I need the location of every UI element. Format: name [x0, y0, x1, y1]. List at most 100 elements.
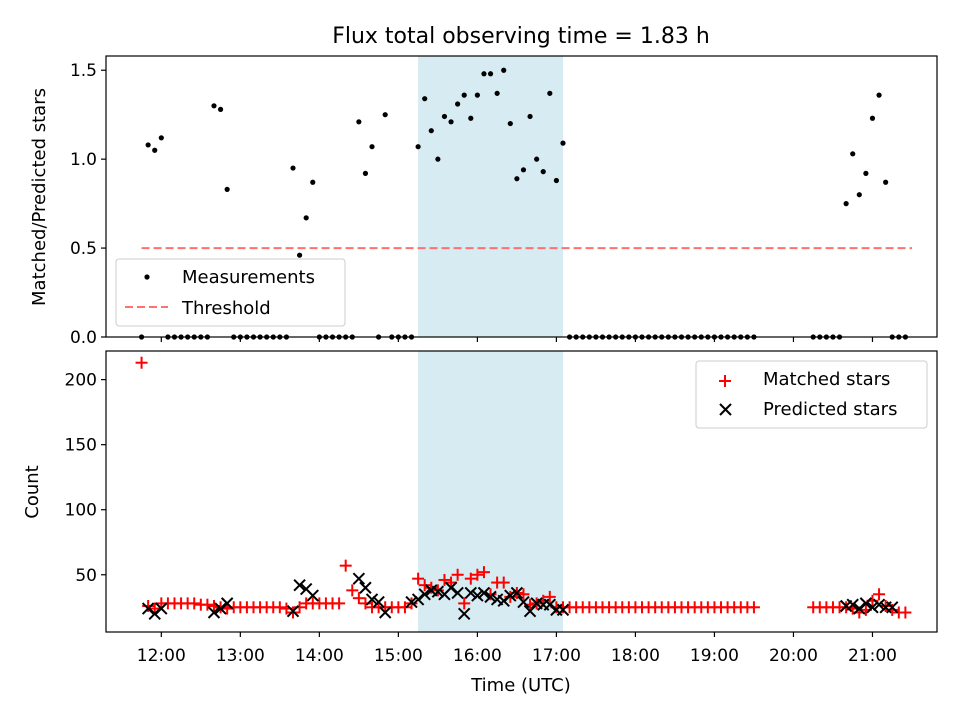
measurement-point [474, 92, 480, 98]
matched-star-point [273, 601, 286, 614]
predicted-star-d2 [418, 588, 431, 601]
bottom-highlight-span [418, 351, 563, 632]
x-tick-label: 19:00 [690, 646, 739, 666]
bottom-x-ticks: 12:00 13:00 14:00 15:00 16:00 17:00 18:00 19:00… [137, 632, 897, 666]
measurement-point [224, 186, 230, 192]
measurement-point [217, 106, 224, 112]
predicted-star-point [372, 595, 385, 609]
bottom-legend-box [695, 360, 928, 429]
predicted-star-point [866, 601, 879, 614]
top-axes-frame [105, 55, 938, 338]
predicted-star-d2 [155, 602, 168, 615]
matched-star-point [438, 573, 451, 586]
measurement-point [152, 147, 158, 153]
matched-star-point [899, 606, 912, 619]
predicted-star-point [510, 586, 524, 600]
predicted-star-point [378, 606, 392, 619]
measurement-point [520, 167, 527, 173]
predicted-star-d2 [510, 586, 524, 600]
matched-star-point [398, 601, 411, 614]
predicted-star-d2 [556, 603, 570, 617]
measurement-point [290, 165, 296, 171]
legend-label-matched: Matched stars [763, 369, 890, 390]
predicted-star-point [359, 581, 372, 594]
measurement-point [487, 71, 494, 77]
predicted-star-d2 [464, 586, 478, 600]
measurement-point [435, 156, 441, 162]
top-panel: 0.0 0.5 1.0 1.5 Matched/Predicted stars Mea… [29, 55, 938, 348]
predicted-star-d2 [866, 601, 879, 614]
bottom-legend: Matched stars Predicted stars [695, 360, 928, 429]
top-y-axis-label: Matched/Predicted stars [29, 88, 50, 306]
y-tick-label: 1.0 [70, 150, 97, 170]
predicted-star-point [405, 595, 418, 609]
matched-star-point [451, 568, 464, 581]
x-tick-label: 16:00 [453, 646, 502, 666]
predicted-star-point [471, 589, 484, 602]
predicted-star-point [286, 604, 300, 618]
bottom-y-ticks: 50 100 150 200 [65, 371, 106, 586]
predicted-star-d2 [471, 589, 484, 602]
measurement-point [441, 113, 448, 120]
top-legend: Measurements Threshold [115, 258, 346, 327]
predicted-star-d2 [141, 602, 155, 615]
measurement-point [369, 144, 375, 150]
matched-star-point [412, 572, 425, 585]
y-tick-label: 150 [65, 436, 97, 456]
matched-star-point [464, 572, 477, 585]
top-x-ticks [160, 337, 874, 342]
predicted-star-point [431, 585, 445, 598]
x-tick-label: 15:00 [374, 646, 423, 666]
x-tick-label: 18:00 [611, 646, 660, 666]
predicted-star-point [155, 602, 168, 615]
y-tick-label: 0.0 [70, 328, 97, 348]
matched-star-point [873, 588, 886, 601]
legend-label-threshold: Threshold [181, 298, 271, 319]
matched-star-point [477, 566, 490, 579]
predicted-star-point [306, 589, 319, 602]
x-tick-label: 17:00 [532, 646, 581, 666]
y-tick-label: 100 [65, 501, 97, 521]
predicted-star-d2 [530, 597, 543, 610]
measurement-point [428, 128, 434, 134]
measurement-point [850, 151, 856, 157]
top-legend-box [115, 258, 346, 327]
matched-star-point [747, 601, 760, 614]
x-tick-label: 12:00 [137, 646, 186, 666]
predicted-star-d2 [299, 582, 313, 596]
predicted-star-d2 [444, 581, 458, 594]
x-tick-label: 13:00 [216, 646, 265, 666]
legend-marker-measurements [144, 274, 150, 280]
matched-star-point [339, 559, 352, 572]
predicted-star-point [207, 606, 221, 619]
x-tick-label: 20:00 [769, 646, 818, 666]
legend-marker-matched [719, 375, 731, 387]
matched-star-point [352, 592, 365, 605]
measurement-point [382, 112, 388, 118]
predicted-star-d2 [846, 598, 859, 611]
y-tick-label: 200 [65, 371, 97, 391]
bottom-panel: 50 100 150 200 12:00 13:00 14:00 15:00 16:00 17:… [22, 350, 938, 696]
matched-star-point [135, 356, 148, 369]
predicted-star-d2 [458, 607, 471, 620]
predicted-star-d2 [306, 589, 319, 602]
bottom-y-axis-label: Count [22, 465, 43, 518]
predicted-star-d2 [378, 606, 392, 619]
predicted-star-point [352, 572, 366, 585]
measurement-point [856, 192, 862, 198]
predicted-star-point [451, 586, 464, 600]
predicted-star-d2 [405, 595, 418, 609]
y-tick-label: 1.5 [70, 61, 97, 81]
matched-star-point [333, 597, 346, 610]
predicted-star-d2 [372, 595, 385, 609]
predicted-star-d2 [484, 590, 497, 604]
measurement-point [863, 170, 869, 176]
bottom-axes-frame [105, 350, 938, 633]
measurement-point [461, 92, 467, 98]
matched-star-point [188, 597, 201, 610]
predicted-star-point [886, 601, 899, 614]
measurement-point [145, 142, 151, 148]
predicted-star-d2 [504, 589, 517, 602]
bottom-x-axis-label: Time (UTC) [470, 675, 571, 696]
predicted-star-point [293, 578, 306, 592]
